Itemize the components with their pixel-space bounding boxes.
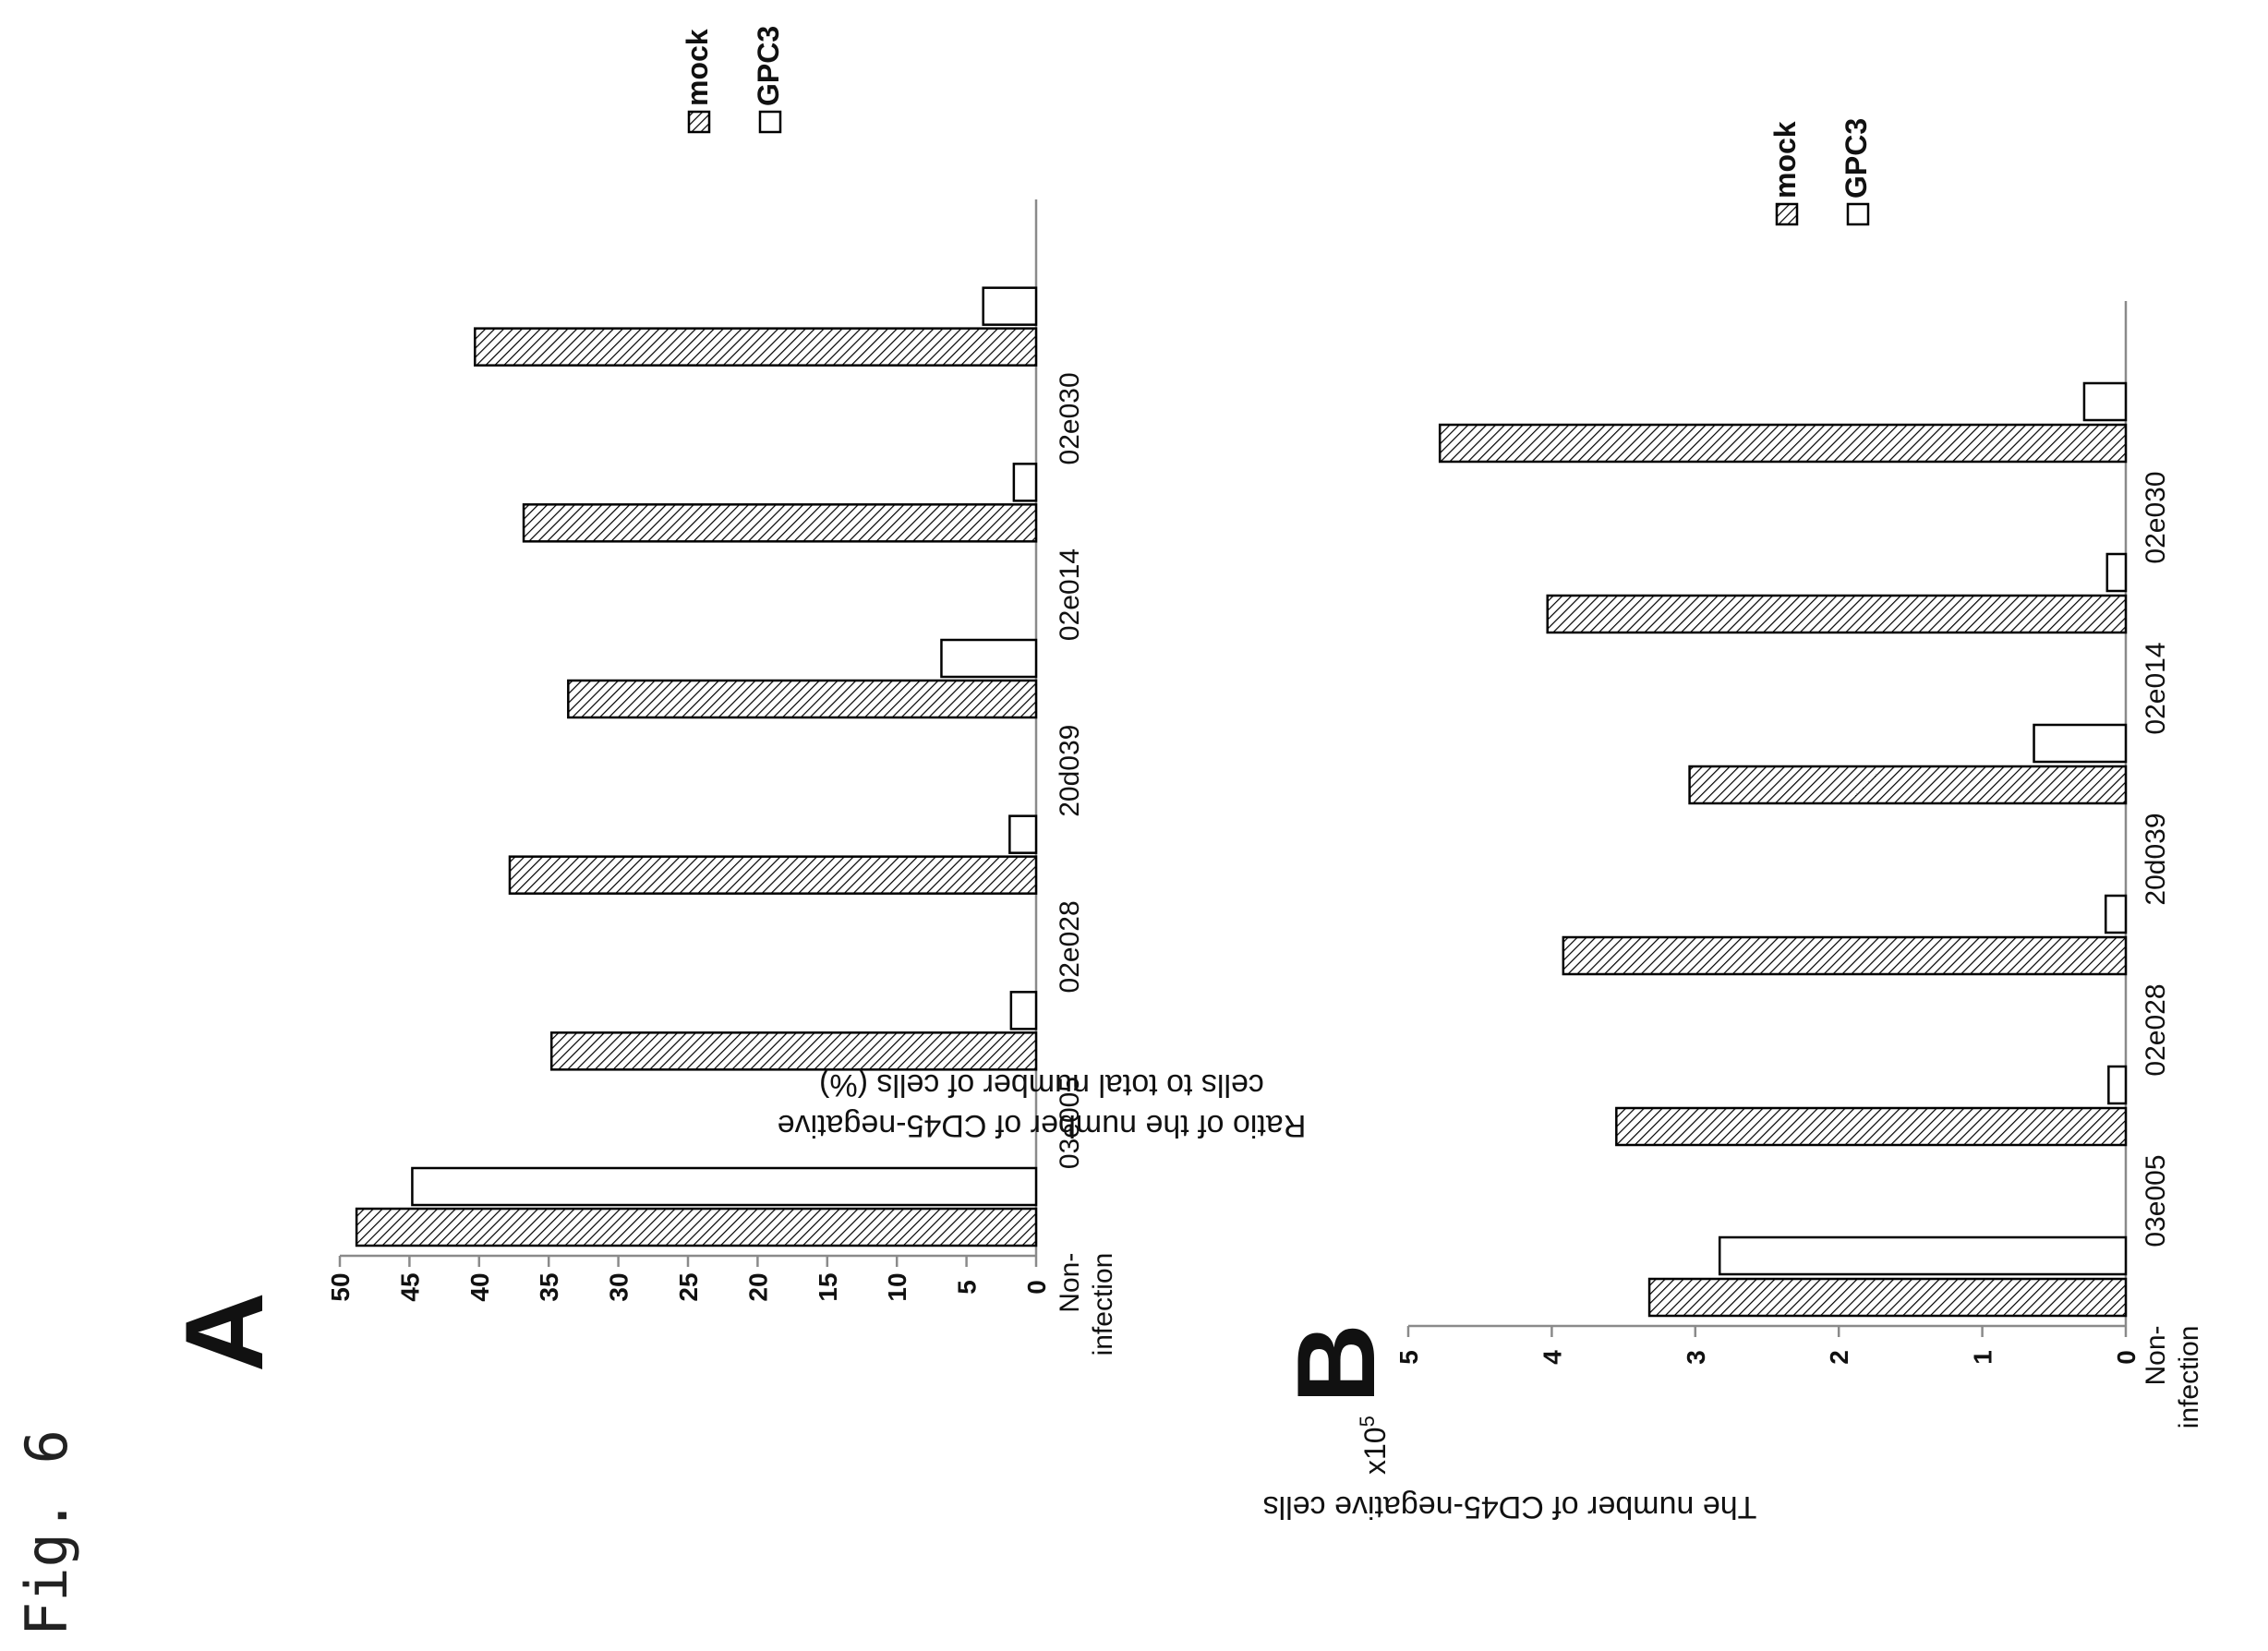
category-label: 02e030 [2141,472,2171,564]
value-tick-label: 10 [883,1272,911,1301]
bar-mock [522,503,1038,543]
category-label: 20d039 [1055,725,1085,817]
category-label: 02e030 [1055,372,1085,464]
value-tick-label: 5 [1394,1350,1423,1365]
y-axis-label: Ratio of the number of CD45-negativecell… [778,1067,1307,1143]
bar-gpc3 [2082,381,2128,422]
chart-panel-b: 0 1 2 3 4 5 Non-infection 03e005 02e028 20d039 02e… [1263,118,2204,1524]
legend-label: GPC3 [1840,118,1873,199]
value-tick-label: 20 [743,1272,772,1301]
bar-mock [1438,423,2128,464]
figure-label: Fig. 6 [13,1429,80,1636]
value-tick-label: 25 [674,1272,703,1301]
category-label: 20d039 [2141,813,2171,906]
category-label: 02e028 [2141,984,2171,1077]
bar-mock [508,855,1038,895]
value-tick-label: 3 [1682,1350,1710,1365]
category-label: 03e005 [1055,1077,1085,1169]
legend-swatch-gpc3 [1846,202,1870,226]
bar-gpc3 [1718,1235,2128,1276]
bar-gpc3 [1012,463,1038,502]
legend-swatch-gpc3 [758,110,782,134]
bar-mock [1546,594,2128,634]
legend-label: mock [681,29,714,106]
bar-mock [1688,765,2128,805]
category-label: 03e005 [2141,1155,2171,1247]
value-tick-label: 35 [535,1272,563,1301]
bar-gpc3 [2033,723,2128,764]
bar-gpc3 [1009,991,1038,1030]
category-label: 02e014 [1055,548,1085,641]
value-tick-label: 0 [1022,1280,1051,1295]
value-tick-label: 0 [2112,1350,2141,1365]
category-label: Non-infection [2141,1326,2204,1429]
y-axis-multiplier: x105 [1356,1416,1392,1475]
bar-mock [474,327,1038,367]
bar-mock [567,679,1038,719]
value-tick-label: 4 [1538,1350,1566,1365]
bar-gpc3 [411,1166,1038,1207]
bar-gpc3 [940,638,1038,679]
bar-mock [1647,1277,2128,1318]
bar-mock [1615,1106,2128,1147]
bar-gpc3 [1008,814,1038,854]
legend-swatch-mock [687,110,711,134]
value-tick-label: 50 [326,1272,355,1301]
legend-label: GPC3 [752,26,785,106]
value-tick-label: 2 [1825,1350,1853,1365]
panel-letter: A [163,1292,286,1372]
category-label: 02e014 [2141,643,2171,735]
legend-swatch-mock [1775,202,1799,226]
value-tick-label: 5 [953,1280,982,1295]
category-label: Non-infection [1055,1253,1118,1356]
bar-mock [355,1207,1038,1247]
bar-mock [1562,935,2128,976]
chart-panel-a: 0 5 10 15 20 25 30 35 40 45 50 Non-infection 03e005 0… [163,26,1306,1372]
bar-mock [549,1031,1038,1071]
legend-label: mock [1768,121,1802,199]
bar-gpc3 [2105,552,2128,593]
bar-gpc3 [2104,894,2128,934]
value-tick-label: 1 [1969,1350,1997,1365]
panel-letter: B [1274,1323,1398,1404]
value-tick-label: 40 [465,1272,494,1301]
y-axis-label: The number of CD45-negative cells [1263,1489,1757,1524]
value-tick-label: 45 [395,1272,424,1301]
category-label: 02e028 [1055,900,1085,993]
bar-gpc3 [982,286,1038,326]
value-tick-label: 30 [605,1272,633,1301]
bar-gpc3 [2107,1065,2128,1105]
value-tick-label: 15 [814,1272,842,1301]
